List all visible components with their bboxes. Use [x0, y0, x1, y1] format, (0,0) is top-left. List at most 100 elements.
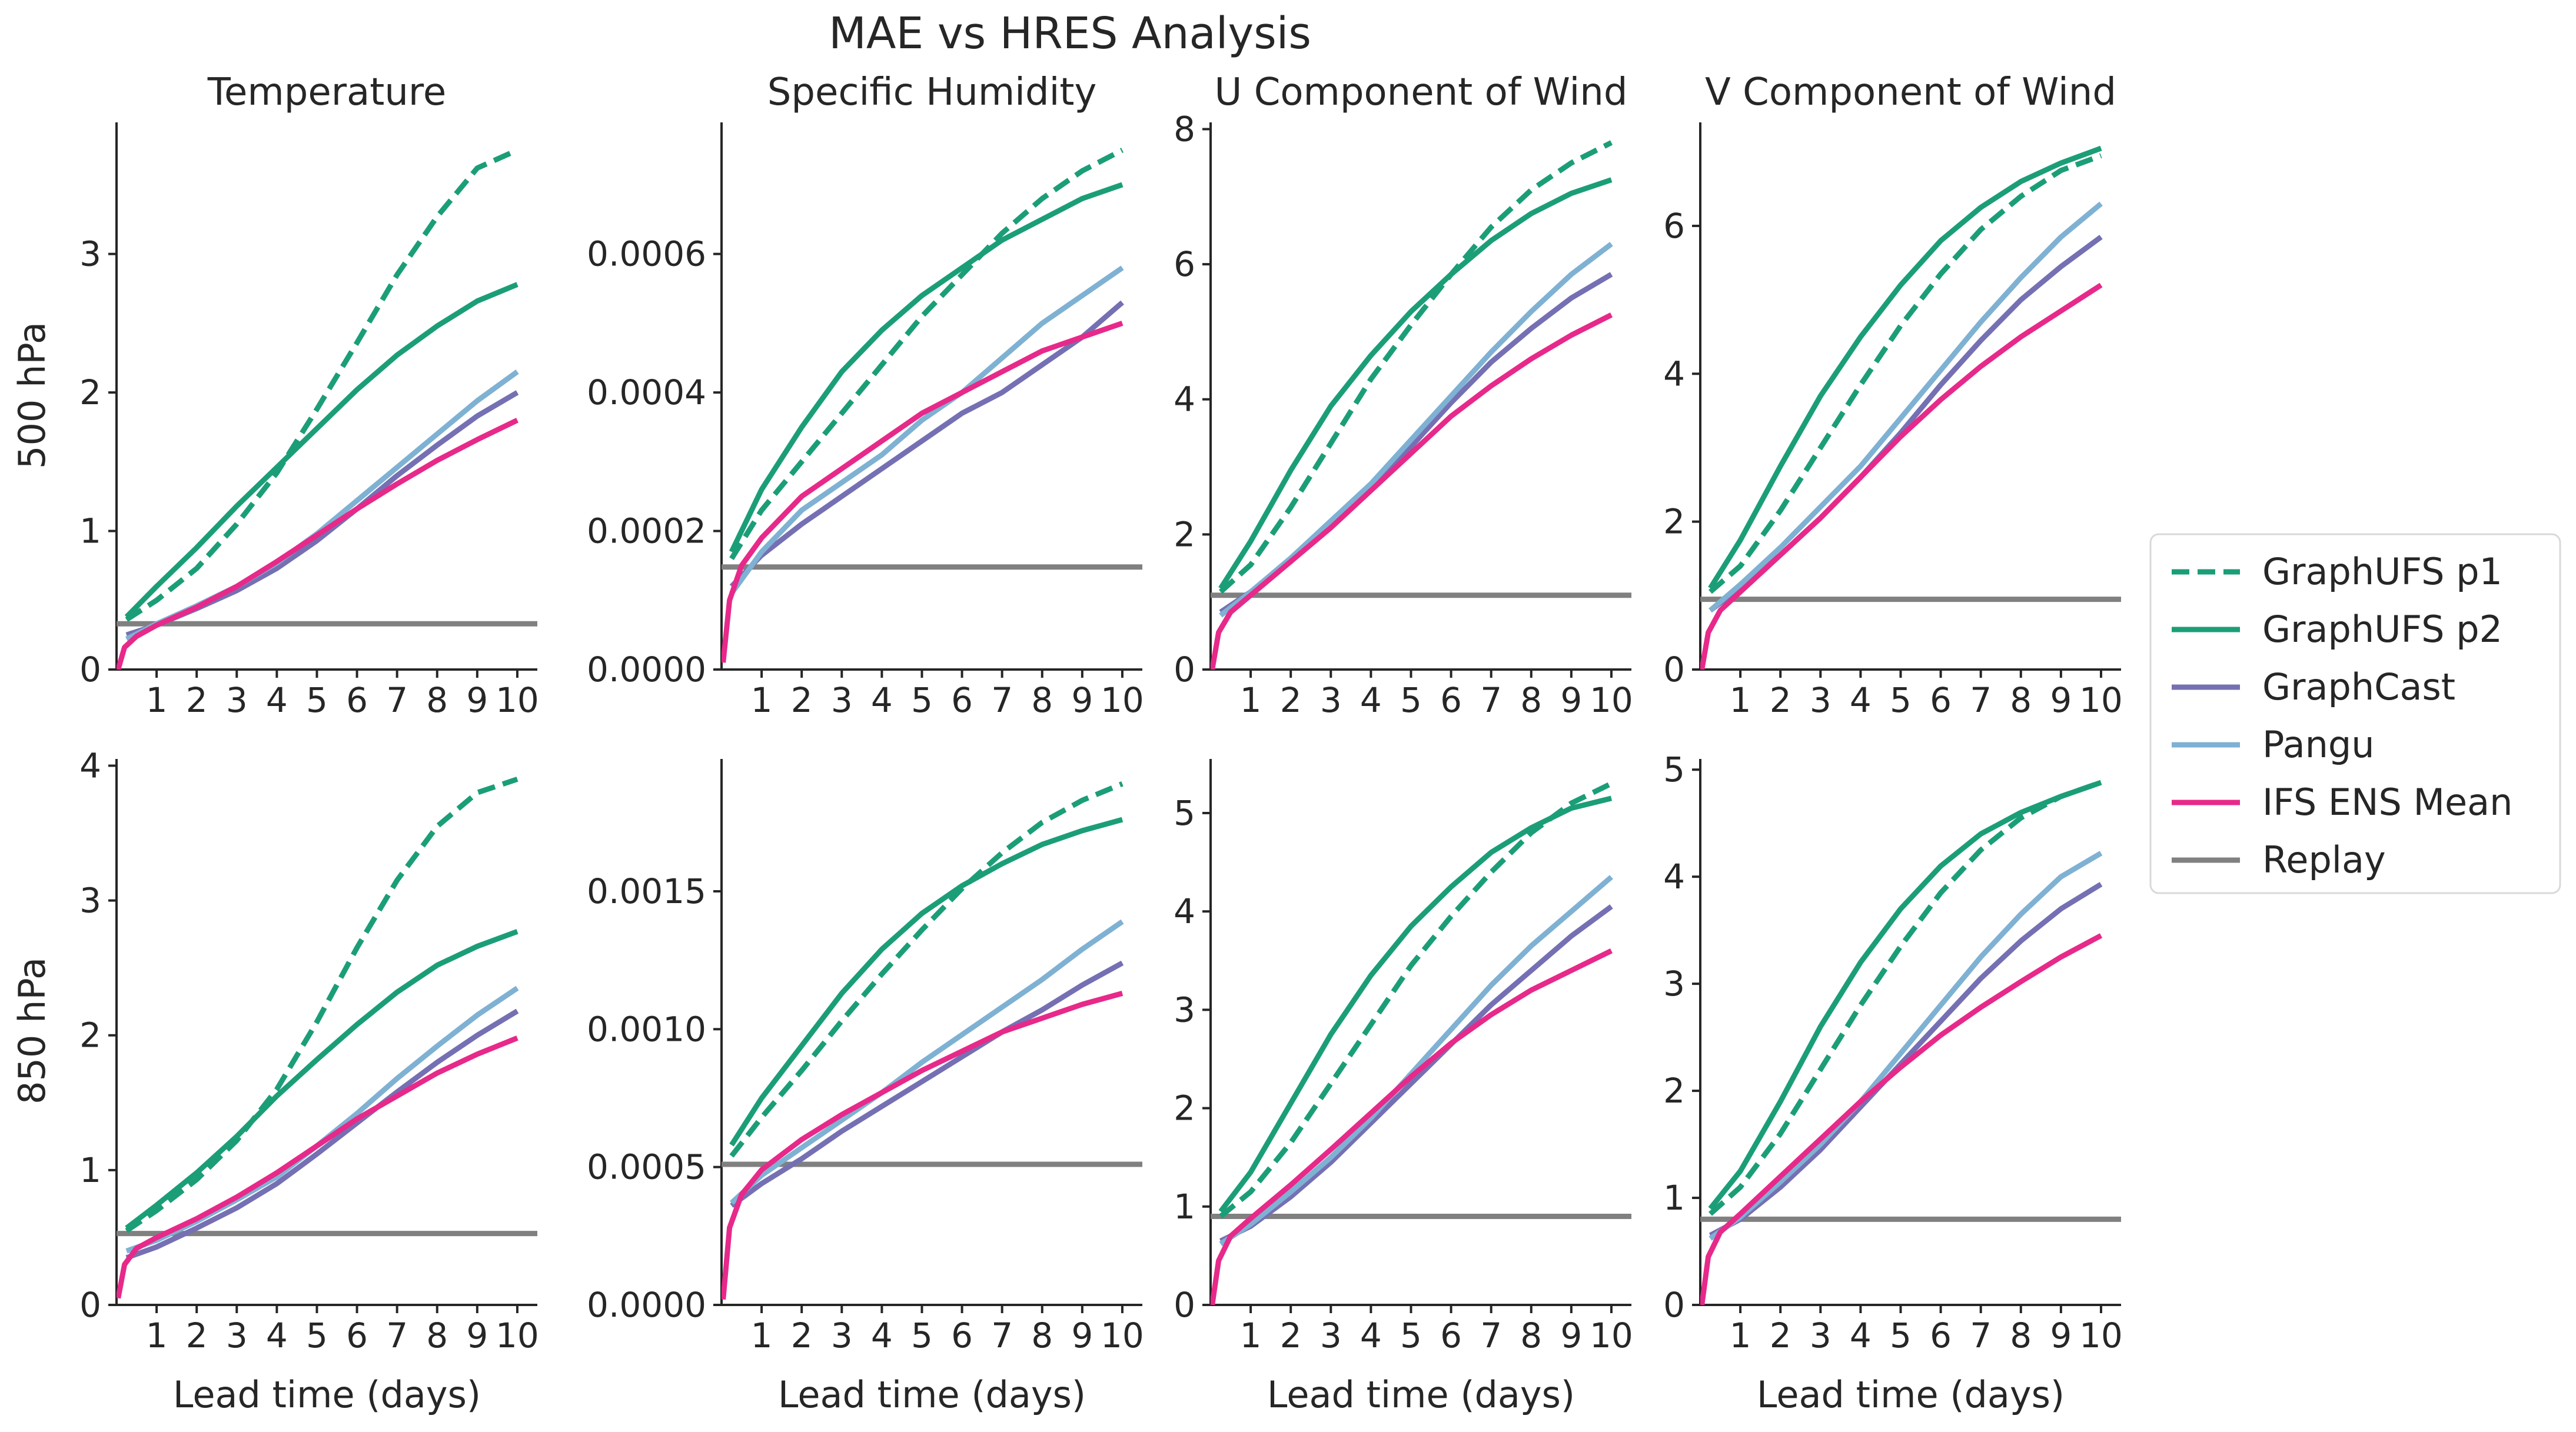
x-tick-label: 5 — [1400, 680, 1422, 720]
series-line-graphufs-p1 — [125, 777, 518, 1233]
x-tick-label: 9 — [1560, 680, 1582, 720]
x-tick-label: 3 — [226, 1316, 248, 1356]
x-tick-label: 2 — [1770, 680, 1791, 720]
series-line-graphufs-p1 — [125, 147, 518, 622]
y-tick-label: 8 — [1174, 109, 1195, 149]
panel-title: Specific Humidity — [767, 71, 1097, 114]
series-line-graphufs-p1 — [1218, 140, 1613, 594]
x-tick-label: 9 — [2050, 680, 2072, 720]
y-tick-label: 0.0004 — [587, 372, 706, 412]
x-tick-label: 9 — [1071, 680, 1093, 720]
series-line-graphufs-p2 — [729, 182, 1124, 553]
y-tick-label: 0 — [1663, 650, 1685, 690]
x-tick-label: 7 — [1480, 680, 1502, 720]
series-group — [117, 777, 537, 1299]
x-tick-label: 1 — [1240, 680, 1262, 720]
y-tick-label: 0.0000 — [587, 1285, 706, 1325]
series-line-graphufs-p2 — [125, 929, 518, 1230]
series-line-graphufs-p1 — [1709, 780, 2102, 1216]
panel-title: Temperature — [207, 71, 446, 114]
row-label-850: 850 hPa — [11, 957, 54, 1104]
y-tick-label: 1 — [79, 511, 101, 551]
series-line-ifs-ens-mean — [722, 321, 1124, 663]
x-tick-label: 8 — [426, 680, 448, 720]
x-tick-label: 4 — [871, 1316, 893, 1356]
series-line-ifs-ens-mean — [1700, 933, 2103, 1305]
x-tick-label: 10 — [496, 680, 539, 720]
series-line-graphufs-p1 — [1709, 153, 2102, 594]
legend-frame — [2149, 533, 2561, 894]
x-tick-label: 8 — [426, 1316, 448, 1356]
legend-label-replay: Replay — [2262, 838, 2386, 881]
series-line-graphufs-p1 — [729, 148, 1124, 560]
series-line-graphufs-p2 — [729, 817, 1124, 1147]
y-tick-label: 4 — [1663, 354, 1685, 394]
x-tick-label: 5 — [306, 680, 328, 720]
x-tick-label: 8 — [2010, 680, 2032, 720]
x-tick-label: 2 — [186, 1316, 208, 1356]
x-tick-label: 9 — [2050, 1316, 2072, 1356]
series-line-pangu — [125, 369, 519, 642]
y-tick-label: 0.0002 — [587, 511, 706, 551]
x-tick-label: 3 — [1320, 680, 1342, 720]
panel-850-specific-humidity: 0.0000 0.0005 0.0010 0.0015 1 2 3 4 5 6 7 8 9 10 Lead … — [587, 759, 1144, 1416]
y-tick-label: 0 — [1174, 1285, 1195, 1325]
series-line-graphufs-p2 — [1218, 795, 1613, 1213]
legend-label-pangu: Pangu — [2262, 723, 2375, 766]
y-tick-label: 4 — [1174, 379, 1195, 419]
x-tick-label: 9 — [466, 680, 488, 720]
x-tick-label: 4 — [871, 680, 893, 720]
x-tick-label: 4 — [1360, 1316, 1382, 1356]
series-line-graphufs-p1 — [729, 781, 1124, 1158]
y-tick-label: 2 — [1663, 502, 1685, 542]
x-tick-label: 2 — [791, 1316, 813, 1356]
x-tick-label: 6 — [346, 680, 368, 720]
x-axis-label: Lead time (days) — [1267, 1373, 1575, 1416]
x-tick-label: 4 — [1850, 680, 1872, 720]
series-group — [1700, 780, 2121, 1305]
x-tick-label: 4 — [1360, 680, 1382, 720]
series-line-pangu — [1709, 201, 2103, 612]
x-tick-label: 5 — [911, 680, 933, 720]
x-tick-label: 7 — [386, 680, 408, 720]
x-tick-label: 1 — [751, 1316, 773, 1356]
x-tick-label: 1 — [751, 680, 773, 720]
series-group — [722, 148, 1142, 663]
series-line-graphufs-p2 — [1708, 145, 2102, 590]
x-tick-label: 10 — [1590, 680, 1633, 720]
legend-label-graphufs-p2: GraphUFS p2 — [2262, 608, 2502, 651]
x-tick-label: 8 — [2010, 1316, 2032, 1356]
x-tick-label: 8 — [1031, 1316, 1053, 1356]
series-group — [1211, 781, 1631, 1305]
x-tick-label: 6 — [1440, 1316, 1462, 1356]
legend-label-graphufs-p1: GraphUFS p1 — [2262, 550, 2502, 593]
x-tick-label: 4 — [266, 1316, 288, 1356]
x-tick-label: 9 — [1560, 1316, 1582, 1356]
y-tick-label: 0.0015 — [587, 871, 706, 911]
series-line-ifs-ens-mean — [117, 418, 518, 670]
y-tick-label: 5 — [1663, 750, 1685, 790]
row-label-500: 500 hPa — [11, 322, 54, 469]
x-tick-label: 6 — [951, 680, 973, 720]
y-tick-label: 4 — [79, 745, 101, 785]
series-line-pangu — [729, 919, 1124, 1205]
x-tick-label: 1 — [146, 1316, 168, 1356]
legend-label-graphcast: GraphCast — [2262, 665, 2455, 708]
x-tick-label: 10 — [1590, 1316, 1633, 1356]
x-tick-label: 6 — [951, 1316, 973, 1356]
y-tick-label: 1 — [1174, 1187, 1195, 1227]
series-line-graphcast — [125, 1008, 519, 1261]
series-line-pangu — [1219, 242, 1613, 618]
y-tick-label: 2 — [1663, 1071, 1685, 1111]
panel-title: V Component of Wind — [1705, 71, 2116, 114]
x-tick-label: 2 — [1280, 680, 1302, 720]
x-axis-label: Lead time (days) — [1757, 1373, 2065, 1416]
legend: GraphUFS p1 GraphUFS p2 GraphCast Pangu IFS … — [2149, 533, 2561, 894]
series-line-graphcast — [125, 390, 519, 638]
x-tick-label: 6 — [346, 1316, 368, 1356]
